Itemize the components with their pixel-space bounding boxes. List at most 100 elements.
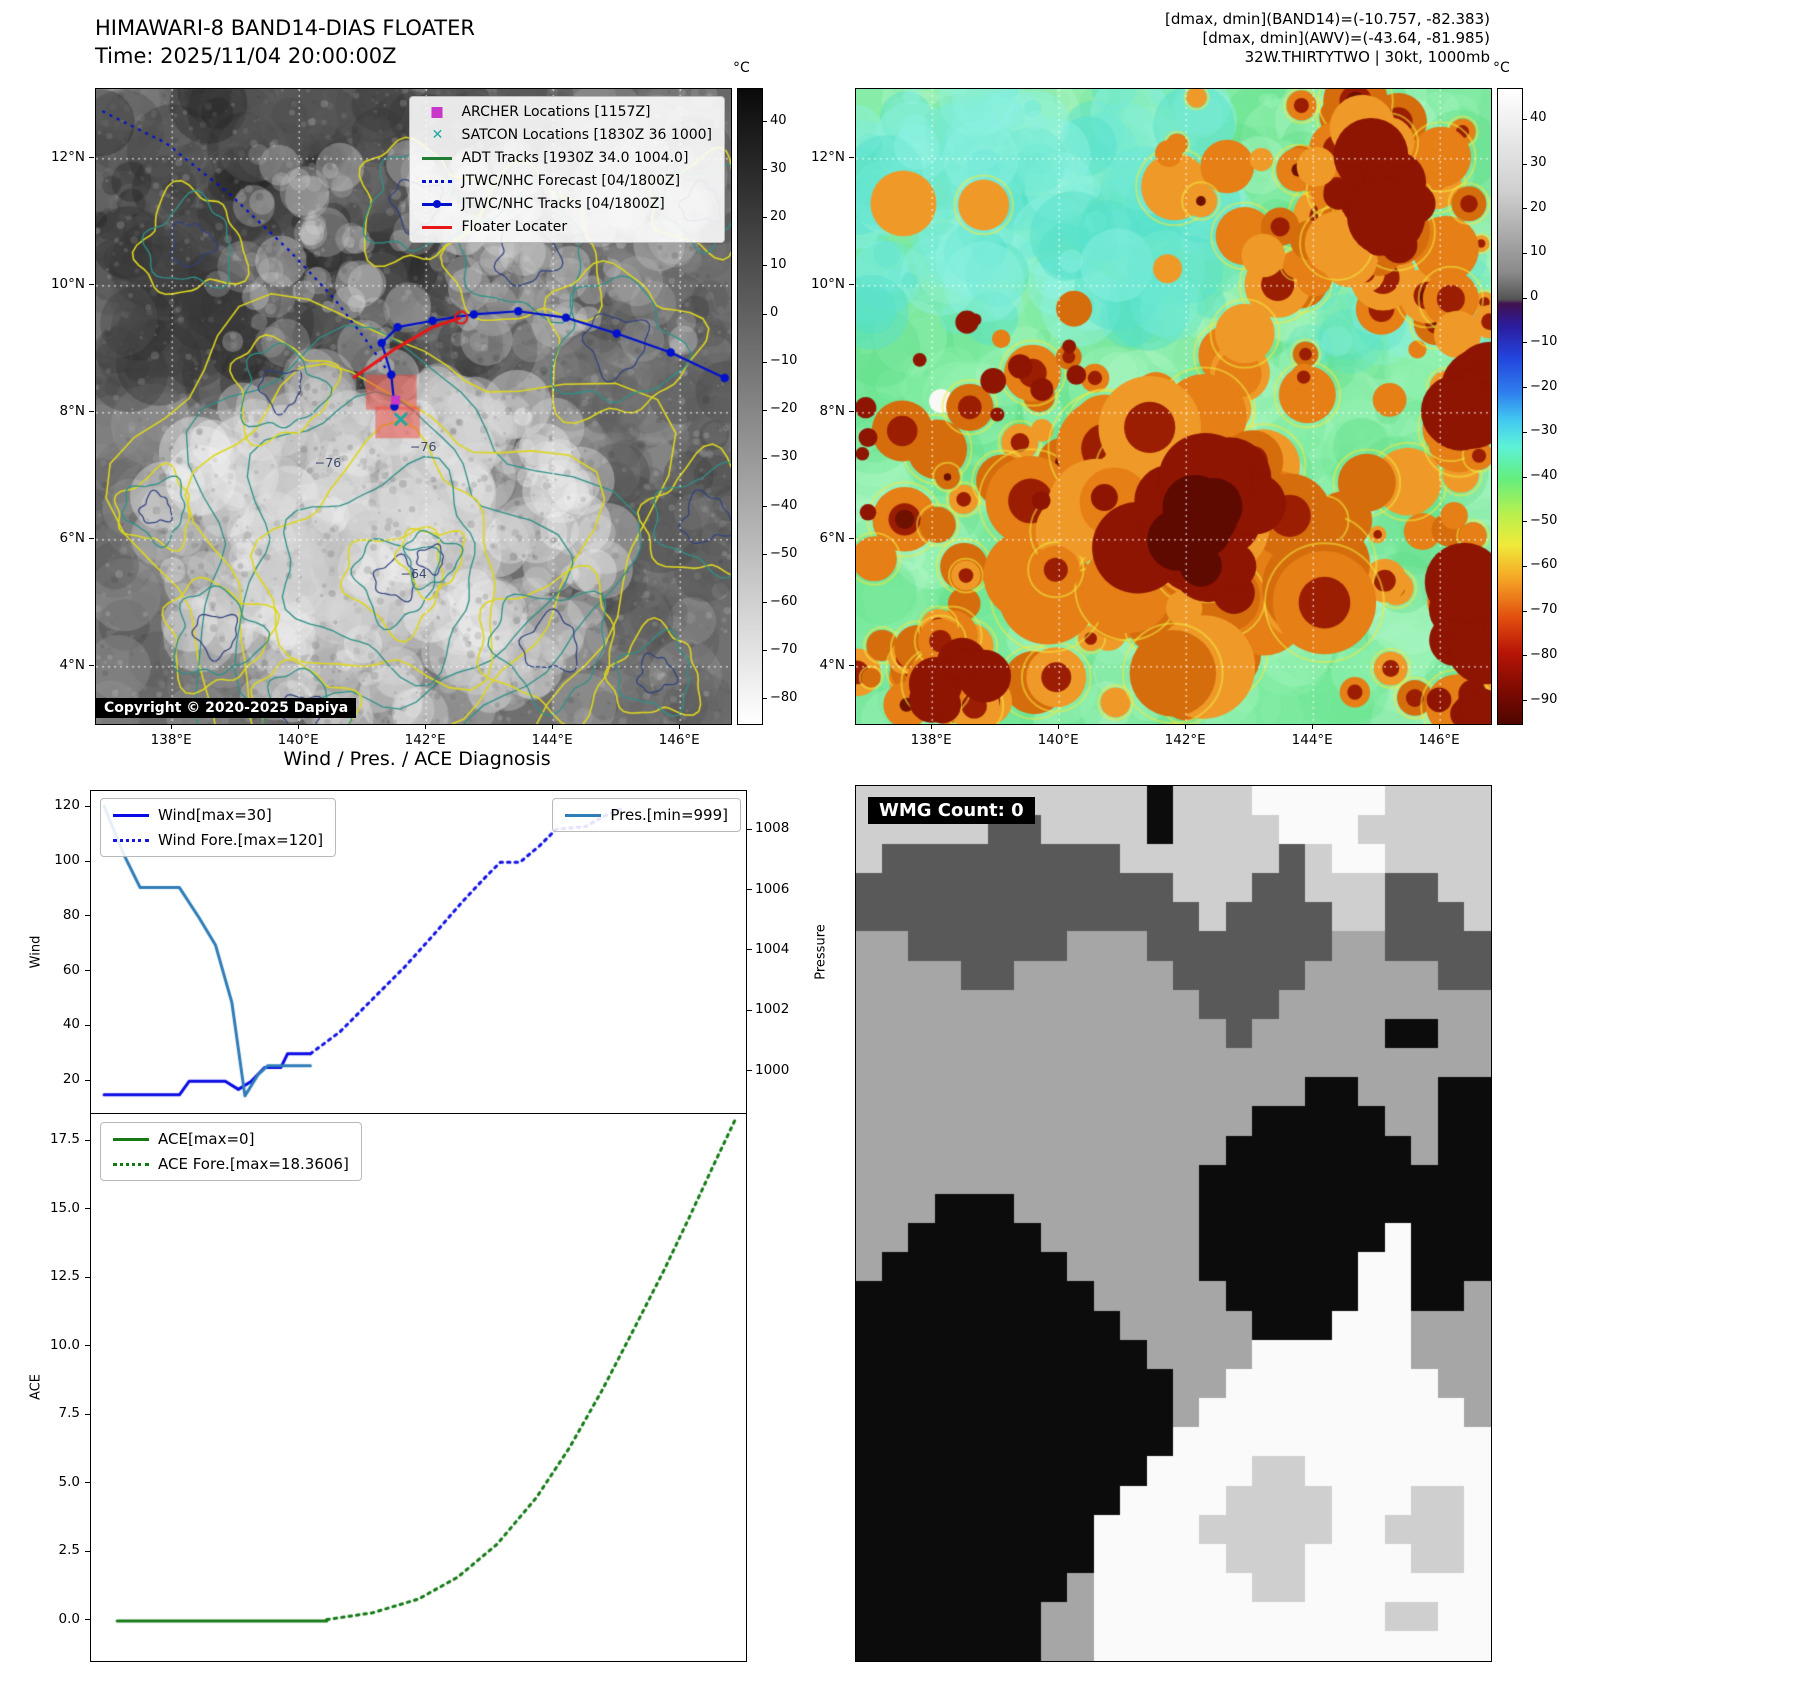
awv-y-ticklabel: 6°N (819, 529, 845, 546)
pres-legend-item-label: Pres.[min=999] (610, 806, 728, 824)
awv-header-line-awv: [dmax, dmin](AWV)=(-43.64, -81.985) (1202, 29, 1490, 47)
awv-colorbar-bar (1497, 88, 1523, 725)
ace-chart-left-tickmark (85, 1139, 90, 1141)
awv-y-tickmark (849, 157, 854, 159)
band14-colorbar-ticklabel: 20 (770, 208, 787, 224)
awv-header-line-storm: 32W.THIRTYTWO | 30kt, 1000mb (1244, 48, 1490, 66)
wind-pres-chart-left-ticklabel: 40 (62, 1016, 80, 1033)
band14-time-label: Time: 2025/11/04 20:00:00Z (95, 44, 397, 68)
band14-x-tickmark (424, 724, 426, 729)
wind-legend: Wind[max=30] Wind Fore.[max=120] (100, 798, 337, 857)
ace-chart-left-tickmark (85, 1482, 90, 1484)
band14-y-ticklabel: 12°N (50, 148, 85, 165)
wind-legend-item-label: Wind[max=30] (158, 806, 272, 824)
awv-colorbar-ticklabel: 30 (1530, 155, 1547, 171)
band14-x-tickmark (170, 724, 172, 729)
awv-colorbar-tickmark (1522, 565, 1527, 567)
wind-pres-chart-right-tickmark (747, 949, 752, 951)
band14-y-tickmark (89, 538, 94, 540)
legend-line-icon (422, 151, 453, 166)
band14-colorbar-tickmark (762, 361, 767, 363)
wind-pres-chart-left-ticklabel: 80 (62, 906, 80, 923)
wind-pres-chart-right-tickmark (747, 828, 752, 830)
ace-chart-left-axis-label: ACE (28, 1373, 44, 1400)
legend-line-icon (422, 220, 453, 235)
band14-x-ticklabel: 140°E (277, 732, 319, 748)
band14-colorbar-tickmark (762, 265, 767, 267)
awv-colorbar-tickmark (1522, 118, 1527, 120)
awv-colorbar-ticklabel: −60 (1530, 557, 1558, 573)
wind-pres-chart-left-tickmark (85, 805, 90, 807)
awv-x-tickmark (930, 724, 932, 729)
awv-colorbar-tickmark (1522, 252, 1527, 254)
wmg-raster-canvas (855, 785, 1492, 1662)
ace-chart-left-tickmark (85, 1208, 90, 1210)
legend-line-icon (113, 1157, 149, 1172)
awv-colorbar-tickmark (1522, 700, 1527, 702)
awv-colorbar-ticklabel: 0 (1530, 289, 1539, 305)
band14-y-tickmark (89, 157, 94, 159)
band14-colorbar-tickmark (762, 409, 767, 411)
ace-chart-left-tickmark (85, 1345, 90, 1347)
awv-colorbar-ticklabel: −10 (1530, 333, 1558, 349)
band14-y-tickmark (89, 665, 94, 667)
wind-pres-chart-left-tickmark (85, 860, 90, 862)
band14-x-ticklabel: 142°E (404, 732, 446, 748)
awv-y-tickmark (849, 284, 854, 286)
awv-x-tickmark (1311, 724, 1313, 729)
wind-pres-chart-right-axis-label: Pressure (813, 923, 829, 980)
awv-colorbar-tickmark (1522, 387, 1527, 389)
band14-colorbar-tickmark (762, 169, 767, 171)
band14-x-tickmark (678, 724, 680, 729)
band14-legend-item-label: ARCHER Locations [1157Z] (461, 104, 651, 120)
band14-colorbar-ticklabel: −70 (770, 641, 798, 657)
diagnosis-chart-title: Wind / Pres. / ACE Diagnosis (283, 748, 551, 770)
ace-chart-left-ticklabel: 2.5 (58, 1542, 80, 1559)
awv-y-ticklabel: 4°N (819, 656, 845, 673)
awv-colorbar-ticklabel: −40 (1530, 468, 1558, 484)
band14-x-ticklabel: 146°E (658, 732, 700, 748)
band14-colorbar-ticklabel: 30 (770, 160, 787, 176)
awv-colorbar-ticklabel: −90 (1530, 691, 1558, 707)
awv-colorbar-ticklabel: −70 (1530, 602, 1558, 618)
awv-x-tickmark (1057, 724, 1059, 729)
awv-y-ticklabel: 10°N (810, 275, 845, 292)
band14-legend-item-label: JTWC/NHC Forecast [04/1800Z] (461, 173, 681, 189)
awv-x-ticklabel: 140°E (1037, 732, 1079, 748)
wind-pres-chart-left-tickmark (85, 970, 90, 972)
band14-legend-item-label: JTWC/NHC Tracks [04/1800Z] (461, 196, 665, 212)
wind-pres-chart-left-ticklabel: 20 (62, 1071, 80, 1088)
awv-colorbar-tickmark (1522, 521, 1527, 523)
awv-y-ticklabel: 12°N (810, 148, 845, 165)
wind-pres-chart-right-ticklabel: 1006 (755, 880, 790, 897)
awv-colorbar-tickmark (1522, 431, 1527, 433)
ace-chart-left-tickmark (85, 1413, 90, 1415)
band14-y-ticklabel: 6°N (59, 529, 85, 546)
band14-legend: ARCHER Locations [1157Z] ✕ SATCON Location… (409, 96, 725, 243)
awv-colorbar-tickmark (1522, 610, 1527, 612)
band14-colorbar-tickmark (762, 650, 767, 652)
band14-colorbar-tickmark (762, 457, 767, 459)
band14-colorbar-ticklabel: 0 (770, 305, 779, 321)
band14-x-tickmark (551, 724, 553, 729)
awv-colorbar-ticklabel: 10 (1530, 244, 1547, 260)
band14-legend-item: JTWC/NHC Tracks [04/1800Z] (422, 196, 712, 212)
wind-pres-chart-right-tickmark (747, 1009, 752, 1011)
wind-pres-chart-left-tickmark (85, 915, 90, 917)
awv-colorbar-ticklabel: −50 (1530, 512, 1558, 528)
ace-chart-left-tickmark (85, 1550, 90, 1552)
wind-pres-chart-left-ticklabel: 60 (62, 961, 80, 978)
wind-pres-chart-right-ticklabel: 1002 (755, 1001, 790, 1018)
band14-legend-item: ADT Tracks [1930Z 34.0 1004.0] (422, 150, 712, 166)
band14-contour-label: −76 (410, 438, 437, 454)
awv-x-tickmark (1184, 724, 1186, 729)
awv-y-tickmark (849, 538, 854, 540)
wmg-count-badge: WMG Count: 0 (868, 797, 1035, 824)
band14-colorbar-ticklabel: −30 (770, 449, 798, 465)
wind-legend-item: Wind[max=30] (113, 806, 323, 824)
band14-colorbar-ticklabel: −50 (770, 545, 798, 561)
awv-y-ticklabel: 8°N (819, 402, 845, 419)
band14-legend-item-label: ADT Tracks [1930Z 34.0 1004.0] (461, 150, 689, 166)
legend-line-dot-icon (422, 197, 453, 212)
